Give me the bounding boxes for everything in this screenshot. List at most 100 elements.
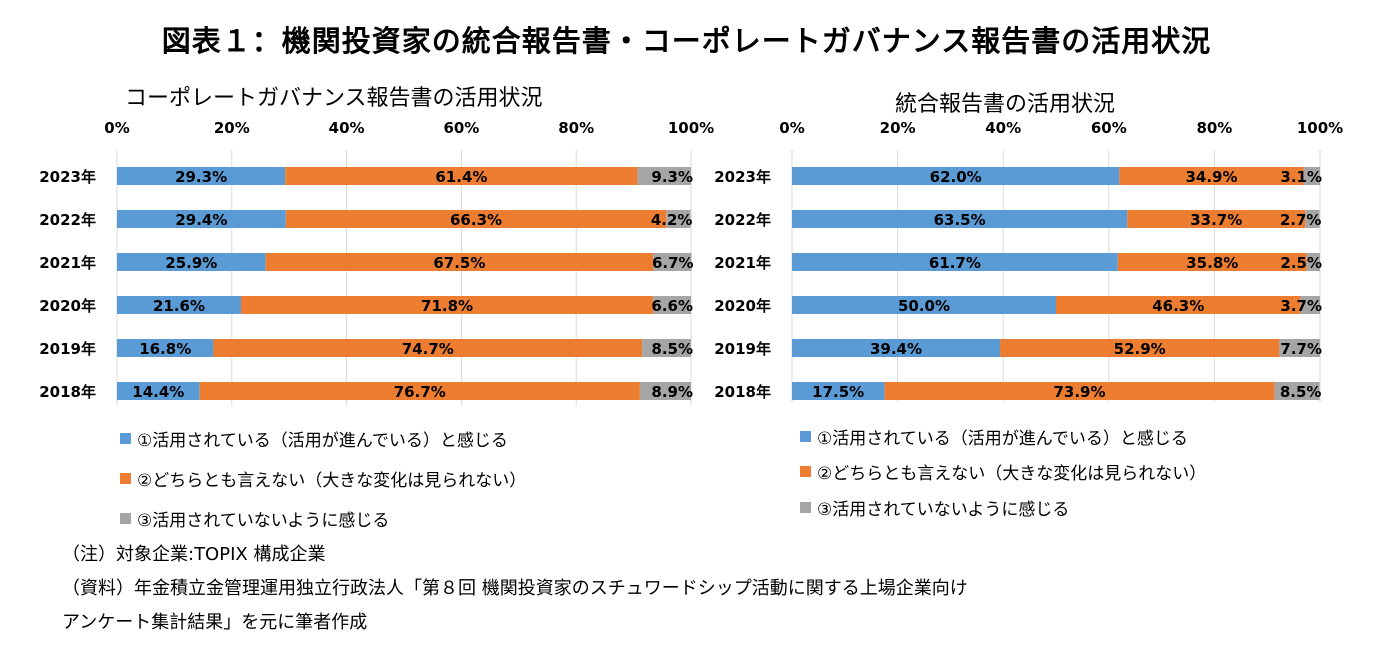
- bar-segment: [285, 210, 667, 228]
- category-label: 2022年: [39, 211, 96, 229]
- bar-segment: [884, 382, 1275, 400]
- chart-governance: 0% 20% 40% 60% 80% 100% 2023年 29.3% 61.4% 9.3% 202…: [39, 119, 714, 406]
- category-label: 2020年: [714, 297, 771, 315]
- legend-item-s1: ①活用されている（活用が進んでいる）と感じる: [120, 426, 508, 451]
- legend-label-s3: ③活用されていないように感じる: [817, 500, 1070, 520]
- bar-segment: [1279, 339, 1320, 357]
- data-label: 14.4%: [132, 383, 184, 401]
- bar-segment: [117, 210, 286, 228]
- data-label: 8.5%: [1280, 383, 1322, 401]
- data-label: 61.7%: [929, 254, 981, 272]
- data-label: 63.5%: [934, 211, 986, 229]
- bar-segment: [642, 339, 691, 357]
- category-label: 2019年: [39, 340, 96, 358]
- legend-item-s2: ②どちらとも言えない（大きな変化は見られない）: [120, 466, 526, 491]
- data-label: 21.6%: [153, 297, 205, 315]
- legend-swatch-s2: [120, 473, 131, 484]
- x-tick-label: 0%: [779, 119, 804, 137]
- data-label: 6.6%: [651, 297, 693, 315]
- legend-item-s1: ①活用されている（活用が進んでいる）と感じる: [800, 424, 1188, 449]
- data-label: 29.3%: [175, 168, 227, 186]
- data-label: 3.7%: [1280, 297, 1322, 315]
- bar-segment: [792, 339, 1001, 357]
- data-label: 35.8%: [1186, 254, 1238, 272]
- bar-segment: [285, 167, 638, 185]
- category-label: 2021年: [714, 254, 771, 272]
- data-label: 67.5%: [433, 254, 485, 272]
- bar-segment: [1305, 210, 1320, 228]
- bar-segment: [637, 167, 691, 185]
- bar-segment: [653, 296, 691, 314]
- bar-segment: [213, 339, 643, 357]
- data-label: 33.7%: [1190, 211, 1242, 229]
- bar-segment: [240, 296, 654, 314]
- data-label: 62.0%: [930, 168, 982, 186]
- legend-swatch-s1: [120, 433, 131, 444]
- bar-segment: [1303, 167, 1320, 185]
- data-label: 73.9%: [1053, 383, 1105, 401]
- data-label: 7.7%: [1280, 340, 1322, 358]
- legend-swatch-s3: [120, 513, 131, 524]
- bar-segment: [117, 167, 286, 185]
- data-label: 71.8%: [421, 297, 473, 315]
- bar-segment: [1300, 296, 1320, 314]
- data-label: 50.0%: [898, 297, 950, 315]
- x-tick-label: 60%: [1091, 119, 1127, 137]
- legend-item-s2: ②どちらとも言えない（大きな変化は見られない）: [800, 459, 1206, 484]
- category-label: 2022年: [714, 211, 771, 229]
- data-label: 6.7%: [652, 254, 694, 272]
- legend-label-s1: ①活用されている（活用が進んでいる）と感じる: [137, 431, 508, 451]
- data-label: 76.7%: [394, 383, 446, 401]
- bar-segment: [265, 253, 654, 271]
- bar-segment: [117, 253, 266, 271]
- bar-segment: [117, 296, 241, 314]
- bar-segment: [1117, 253, 1307, 271]
- legend-item-s3: ③活用されていないように感じる: [120, 506, 389, 531]
- bar-segment: [792, 296, 1056, 314]
- note-source-cont: アンケート集計結果」を元に筆者作成: [62, 612, 368, 633]
- chart-integrated: 0% 20% 40% 60% 80% 100% 2023年 62.0% 34.9% 3.1% 202…: [714, 119, 1343, 402]
- bar-segment: [792, 167, 1120, 185]
- bar-segment: [792, 210, 1128, 228]
- data-label: 46.3%: [1152, 297, 1204, 315]
- data-label: 25.9%: [165, 254, 217, 272]
- legend-label-s2: ②どちらとも言えない（大きな変化は見られない）: [137, 471, 527, 491]
- legend-item-s3: ③活用されていないように感じる: [800, 495, 1069, 520]
- data-label: 66.3%: [450, 211, 502, 229]
- category-label: 2020年: [39, 297, 96, 315]
- x-tick-label: 80%: [558, 119, 594, 137]
- bar-segment: [1056, 296, 1301, 314]
- data-label: 8.9%: [651, 383, 693, 401]
- x-tick-label: 0%: [104, 119, 129, 137]
- data-label: 39.4%: [870, 340, 922, 358]
- data-label: 61.4%: [435, 168, 487, 186]
- category-label: 2019年: [714, 340, 771, 358]
- data-label: 9.3%: [651, 168, 693, 186]
- x-tick-label: 100%: [1297, 119, 1343, 137]
- bar-segment: [1000, 339, 1280, 357]
- legend-swatch-s3: [800, 502, 811, 513]
- data-label: 74.7%: [402, 340, 454, 358]
- bar-segment: [1127, 210, 1306, 228]
- x-tick-label: 20%: [214, 119, 250, 137]
- category-label: 2023年: [714, 168, 771, 186]
- bar-segment: [653, 253, 692, 271]
- legend-label-s3: ③活用されていないように感じる: [137, 511, 390, 531]
- bar-segment: [1274, 382, 1320, 400]
- data-label: 4.2%: [651, 211, 693, 229]
- data-label: 2.7%: [1280, 211, 1322, 229]
- legend-swatch-s1: [800, 431, 811, 442]
- data-label: 16.8%: [139, 340, 191, 358]
- bar-segment: [639, 382, 691, 400]
- note-target: （注）対象企業:TOPIX 構成企業: [62, 544, 326, 565]
- legend-label-s2: ②どちらとも言えない（大きな変化は見られない）: [817, 464, 1207, 484]
- bar-segment: [792, 253, 1118, 271]
- category-label: 2023年: [39, 168, 96, 186]
- category-label: 2018年: [39, 383, 96, 401]
- main-title: 図表１：機関投資家の統合報告書・コーポレートガバナンス報告書の活用状況: [161, 24, 1212, 58]
- x-tick-label: 80%: [1196, 119, 1232, 137]
- data-label: 34.9%: [1185, 168, 1237, 186]
- bar-segment: [1119, 167, 1304, 185]
- legend-swatch-s2: [800, 466, 811, 477]
